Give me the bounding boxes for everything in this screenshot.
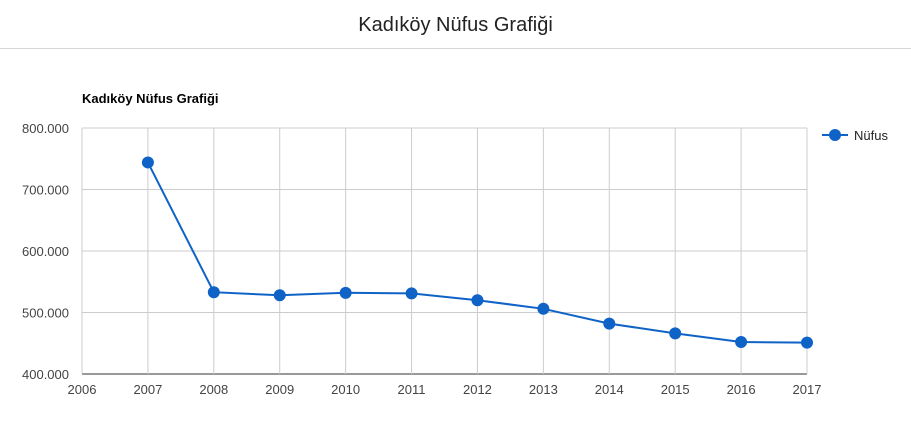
y-gridlines (82, 127, 807, 375)
legend-label: Nüfus (854, 128, 888, 143)
chart-title: Kadıköy Nüfus Grafiği (82, 91, 219, 106)
data-point[interactable] (537, 302, 550, 315)
data-point[interactable] (603, 317, 616, 330)
x-gridlines (81, 128, 808, 374)
series-group (141, 156, 813, 349)
page-title: Kadıköy Nüfus Grafiği (358, 14, 553, 36)
x-tick-label: 2007 (133, 382, 162, 397)
y-axis-labels: 400.000 500.000 600.000 700.000 800.000 (22, 121, 69, 382)
page-header: Kadıköy Nüfus Grafiği (0, 0, 911, 49)
x-tick-label: 2010 (331, 382, 360, 397)
data-point[interactable] (735, 336, 748, 349)
data-point[interactable] (405, 287, 418, 300)
data-point[interactable] (141, 156, 154, 169)
x-tick-label: 2016 (727, 382, 756, 397)
x-axis-labels: 2006 2007 2008 2009 2010 2011 2012 2013 2014 2015… (68, 382, 822, 397)
legend[interactable]: Nüfus (822, 128, 888, 143)
data-point[interactable] (207, 286, 220, 299)
x-tick-label: 2006 (68, 382, 97, 397)
x-tick-label: 2012 (463, 382, 492, 397)
chart-container: Kadıköy Nüfus Grafiği 400.000 500.000 600.… (0, 49, 911, 432)
y-tick-label: 800.000 (22, 121, 69, 136)
x-tick-label: 2011 (398, 382, 426, 397)
data-point[interactable] (273, 289, 286, 302)
y-tick-label: 600.000 (22, 244, 69, 259)
data-point[interactable] (801, 336, 813, 349)
y-tick-label: 500.000 (22, 306, 69, 321)
data-point[interactable] (669, 327, 682, 340)
x-tick-label: 2013 (529, 382, 558, 397)
line-chart: Kadıköy Nüfus Grafiği 400.000 500.000 600.… (22, 91, 888, 397)
x-tick-label: 2014 (595, 382, 624, 397)
x-tick-label: 2009 (265, 382, 294, 397)
y-tick-label: 400.000 (22, 367, 69, 382)
data-point[interactable] (471, 294, 484, 307)
y-tick-label: 700.000 (22, 183, 69, 198)
legend-marker (829, 129, 841, 141)
x-tick-label: 2008 (199, 382, 228, 397)
data-point[interactable] (339, 286, 352, 299)
x-tick-label: 2015 (661, 382, 690, 397)
x-tick-label: 2017 (793, 382, 822, 397)
